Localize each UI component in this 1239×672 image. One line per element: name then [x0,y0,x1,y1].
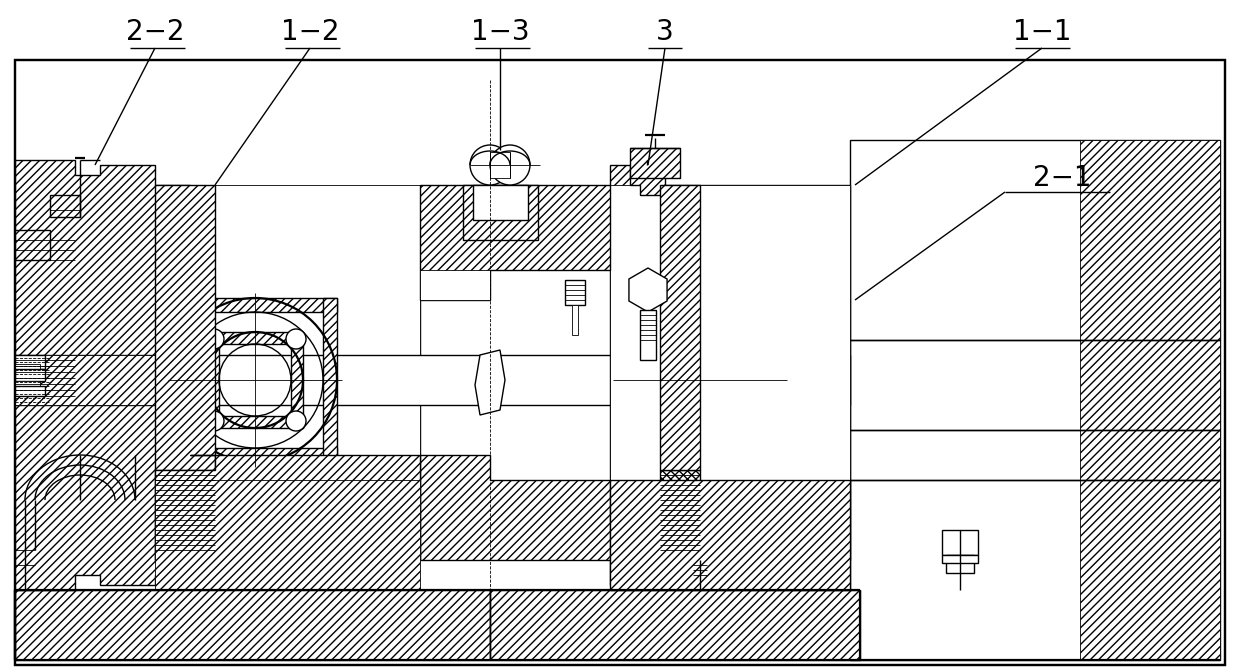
Polygon shape [173,448,337,462]
Bar [15,381,40,386]
Circle shape [649,411,669,431]
Bar [489,152,510,178]
Polygon shape [155,185,420,560]
Bar [942,555,978,563]
Polygon shape [652,416,748,428]
Bar [572,305,579,335]
Polygon shape [207,332,304,344]
Circle shape [489,145,530,185]
Polygon shape [420,270,489,300]
Polygon shape [15,355,850,405]
Polygon shape [475,350,506,415]
Bar [15,355,45,369]
Text: 1−3: 1−3 [471,18,529,46]
Polygon shape [610,165,850,585]
Polygon shape [155,470,216,560]
Bar [463,185,538,240]
Polygon shape [489,590,860,660]
Text: 1−2: 1−2 [281,18,339,46]
Polygon shape [610,185,850,560]
Text: 1−1: 1−1 [1012,18,1072,46]
Polygon shape [173,298,187,462]
Circle shape [286,329,306,349]
Polygon shape [652,332,748,344]
Bar [942,530,978,555]
Polygon shape [660,185,700,470]
Circle shape [204,329,224,349]
Bar [473,185,528,220]
Polygon shape [323,298,337,462]
Circle shape [470,145,510,185]
Polygon shape [155,480,420,590]
Polygon shape [660,470,700,560]
Text: 3: 3 [657,18,674,46]
Polygon shape [850,140,1220,660]
Circle shape [286,411,306,431]
Circle shape [649,329,669,349]
Circle shape [731,411,751,431]
Polygon shape [618,448,782,462]
Circle shape [204,411,224,431]
Polygon shape [291,332,304,428]
Bar [947,555,974,573]
Polygon shape [629,165,665,195]
Polygon shape [420,185,610,300]
Polygon shape [610,480,850,590]
Polygon shape [15,160,420,590]
Polygon shape [768,298,782,462]
Polygon shape [618,298,632,462]
Polygon shape [652,332,664,428]
Bar [15,230,50,260]
Polygon shape [618,298,782,312]
Polygon shape [207,332,219,428]
Bar [565,280,585,305]
Bar [693,560,707,580]
Polygon shape [736,332,748,428]
Polygon shape [155,455,420,560]
Polygon shape [207,416,304,428]
Bar [641,310,655,360]
Polygon shape [629,268,667,312]
Circle shape [731,329,751,349]
Bar [15,386,45,396]
Polygon shape [1080,140,1220,660]
Bar [15,369,45,381]
Bar [50,195,81,217]
Bar [629,148,680,178]
Text: 2−2: 2−2 [125,18,185,46]
Polygon shape [155,185,216,470]
Polygon shape [420,455,610,560]
Polygon shape [173,298,337,312]
Text: 2−1: 2−1 [1033,164,1092,192]
Polygon shape [15,590,489,660]
Polygon shape [15,355,155,405]
Bar [15,364,40,369]
